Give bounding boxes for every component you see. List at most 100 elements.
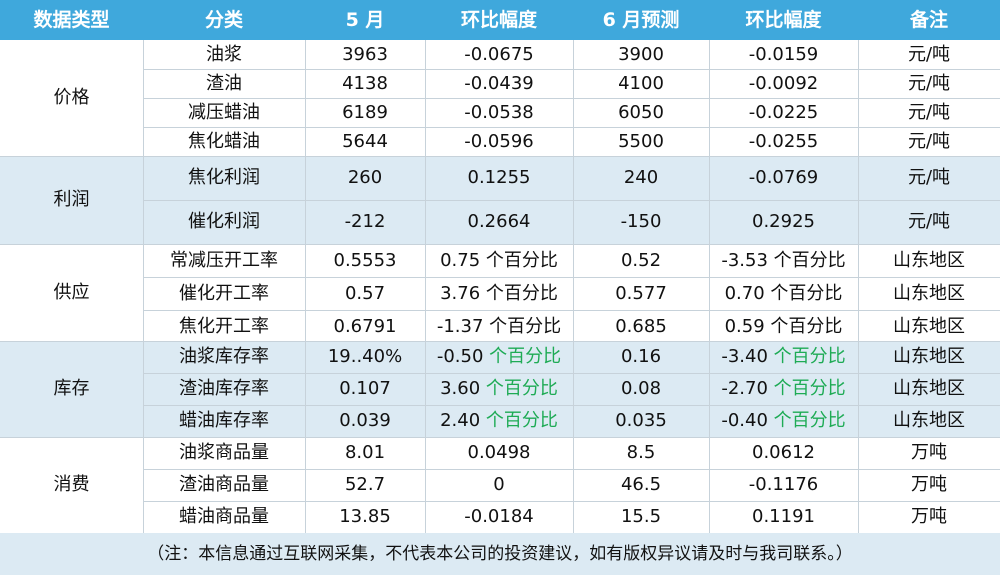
- cell-may: 0.107: [339, 378, 391, 399]
- cell-jun-change: -0.0225: [709, 98, 858, 127]
- change-value: -0.0769: [748, 167, 819, 188]
- cell-name: 油浆库存率: [179, 346, 269, 367]
- row-divider: [143, 501, 1000, 502]
- cell-name: 催化利润: [188, 211, 260, 232]
- cell-may-change: 0.2664: [425, 200, 573, 244]
- change-unit: 个百分比: [767, 410, 846, 431]
- change-value: -0.0255: [748, 131, 819, 152]
- change-unit: 个百分比: [480, 410, 558, 431]
- change-value: -0.0159: [748, 44, 819, 65]
- header-category: 分类: [204, 9, 243, 31]
- cell-may: -212: [344, 211, 386, 232]
- disclaimer-footer: （注：本信息通过互联网采集，不代表本公司的投资建议，如有版权异议请及时与我司联系…: [0, 533, 1000, 575]
- cell-note: 元/吨: [907, 167, 951, 188]
- row-divider: [143, 200, 1000, 201]
- cell-may: 0.57: [344, 283, 386, 304]
- header-data-type: 数据类型: [33, 9, 110, 31]
- cell-note: 万吨: [911, 474, 947, 495]
- header-may-change: 环比幅度: [460, 9, 537, 31]
- change-value: 0.0612: [752, 442, 815, 463]
- column-divider: [573, 40, 574, 533]
- cell-jun: -150: [620, 211, 662, 232]
- row-divider: [143, 277, 1000, 278]
- cell-may: 13.85: [339, 506, 391, 527]
- cell-may: 5644: [342, 131, 388, 152]
- cell-jun-change: -0.40 个百分比: [709, 405, 858, 437]
- cell-may-change: 3.60 个百分比: [425, 373, 573, 405]
- cell-name: 油浆: [206, 44, 242, 65]
- change-unit: 个百分比: [767, 378, 846, 399]
- change-value: -0.0439: [464, 73, 534, 94]
- group-divider: [0, 341, 1000, 342]
- header-june-change: 环比幅度: [745, 9, 822, 31]
- cell-name: 蜡油商品量: [179, 506, 269, 527]
- change-unit: 个百分比: [480, 283, 558, 304]
- cell-jun: 46.5: [620, 474, 662, 495]
- cell-may: 0.5553: [333, 250, 397, 271]
- cell-jun: 0.685: [615, 316, 667, 337]
- cell-note: 元/吨: [907, 102, 951, 123]
- header-june-forecast: 6 月预测: [602, 9, 680, 31]
- change-unit: 个百分比: [483, 346, 562, 367]
- cell-note: 山东地区: [893, 410, 965, 431]
- cell-may-change: -0.0439: [425, 69, 573, 98]
- cell-jun-change: 0.0612: [709, 437, 858, 469]
- change-value: -0.50: [436, 346, 484, 367]
- change-value: 0.0498: [467, 442, 531, 463]
- cell-note: 万吨: [911, 506, 947, 527]
- change-value: 0.1191: [752, 506, 815, 527]
- change-value: 0.75: [440, 250, 481, 271]
- column-divider: [143, 40, 144, 533]
- change-value: -0.1176: [748, 474, 819, 495]
- change-value: 0.70: [724, 283, 765, 304]
- cell-jun-change: 0.1191: [709, 501, 858, 533]
- cell-name: 减压蜡油: [188, 102, 260, 123]
- cell-may-change: 0.0498: [425, 437, 573, 469]
- cell-jun: 15.5: [620, 506, 662, 527]
- cell-jun: 4100: [618, 73, 664, 94]
- row-divider: [143, 69, 1000, 70]
- cell-name: 常减压开工率: [170, 250, 278, 271]
- cell-jun-change: -0.0092: [709, 69, 858, 98]
- cell-name: 蜡油库存率: [179, 410, 269, 431]
- change-value: -0.0225: [748, 102, 819, 123]
- row-divider: [143, 127, 1000, 128]
- cell-jun-change: -3.40 个百分比: [709, 341, 858, 373]
- cell-note: 万吨: [911, 442, 947, 463]
- cell-note: 山东地区: [893, 346, 965, 367]
- change-value: -3.53: [721, 250, 768, 271]
- cell-jun-change: 0.70 个百分比: [709, 277, 858, 310]
- cell-may-change: -0.0675: [425, 40, 573, 69]
- cell-name: 焦化蜡油: [188, 131, 260, 152]
- group-category: 利润: [53, 189, 90, 210]
- cell-may: 3963: [342, 44, 388, 65]
- cell-jun-change: -2.70 个百分比: [709, 373, 858, 405]
- row-divider: [143, 310, 1000, 311]
- cell-may-change: 2.40 个百分比: [425, 405, 573, 437]
- change-value: 0: [493, 474, 505, 495]
- change-value: -3.40: [721, 346, 768, 367]
- cell-jun: 0.577: [615, 283, 667, 304]
- change-unit: 个百分比: [767, 346, 846, 367]
- cell-note: 元/吨: [907, 44, 951, 65]
- cell-may: 4138: [342, 73, 388, 94]
- cell-name: 催化开工率: [179, 283, 269, 304]
- cell-name: 焦化利润: [188, 167, 260, 188]
- cell-jun: 0.16: [620, 346, 662, 367]
- cell-may-change: 3.76 个百分比: [425, 277, 573, 310]
- column-divider: [709, 40, 710, 533]
- change-value: -0.0675: [464, 44, 534, 65]
- group-divider: [0, 244, 1000, 245]
- change-value: -0.0596: [464, 131, 534, 152]
- cell-name: 油浆商品量: [179, 442, 269, 463]
- cell-may: 6189: [342, 102, 388, 123]
- column-divider: [305, 40, 306, 533]
- cell-jun: 3900: [618, 44, 664, 65]
- change-value: 0.2664: [467, 211, 531, 232]
- change-value: -1.37: [436, 316, 484, 337]
- cell-may: 52.7: [344, 474, 386, 495]
- row-divider: [143, 469, 1000, 470]
- cell-jun: 8.5: [626, 442, 656, 463]
- change-value: 3.60: [440, 378, 481, 399]
